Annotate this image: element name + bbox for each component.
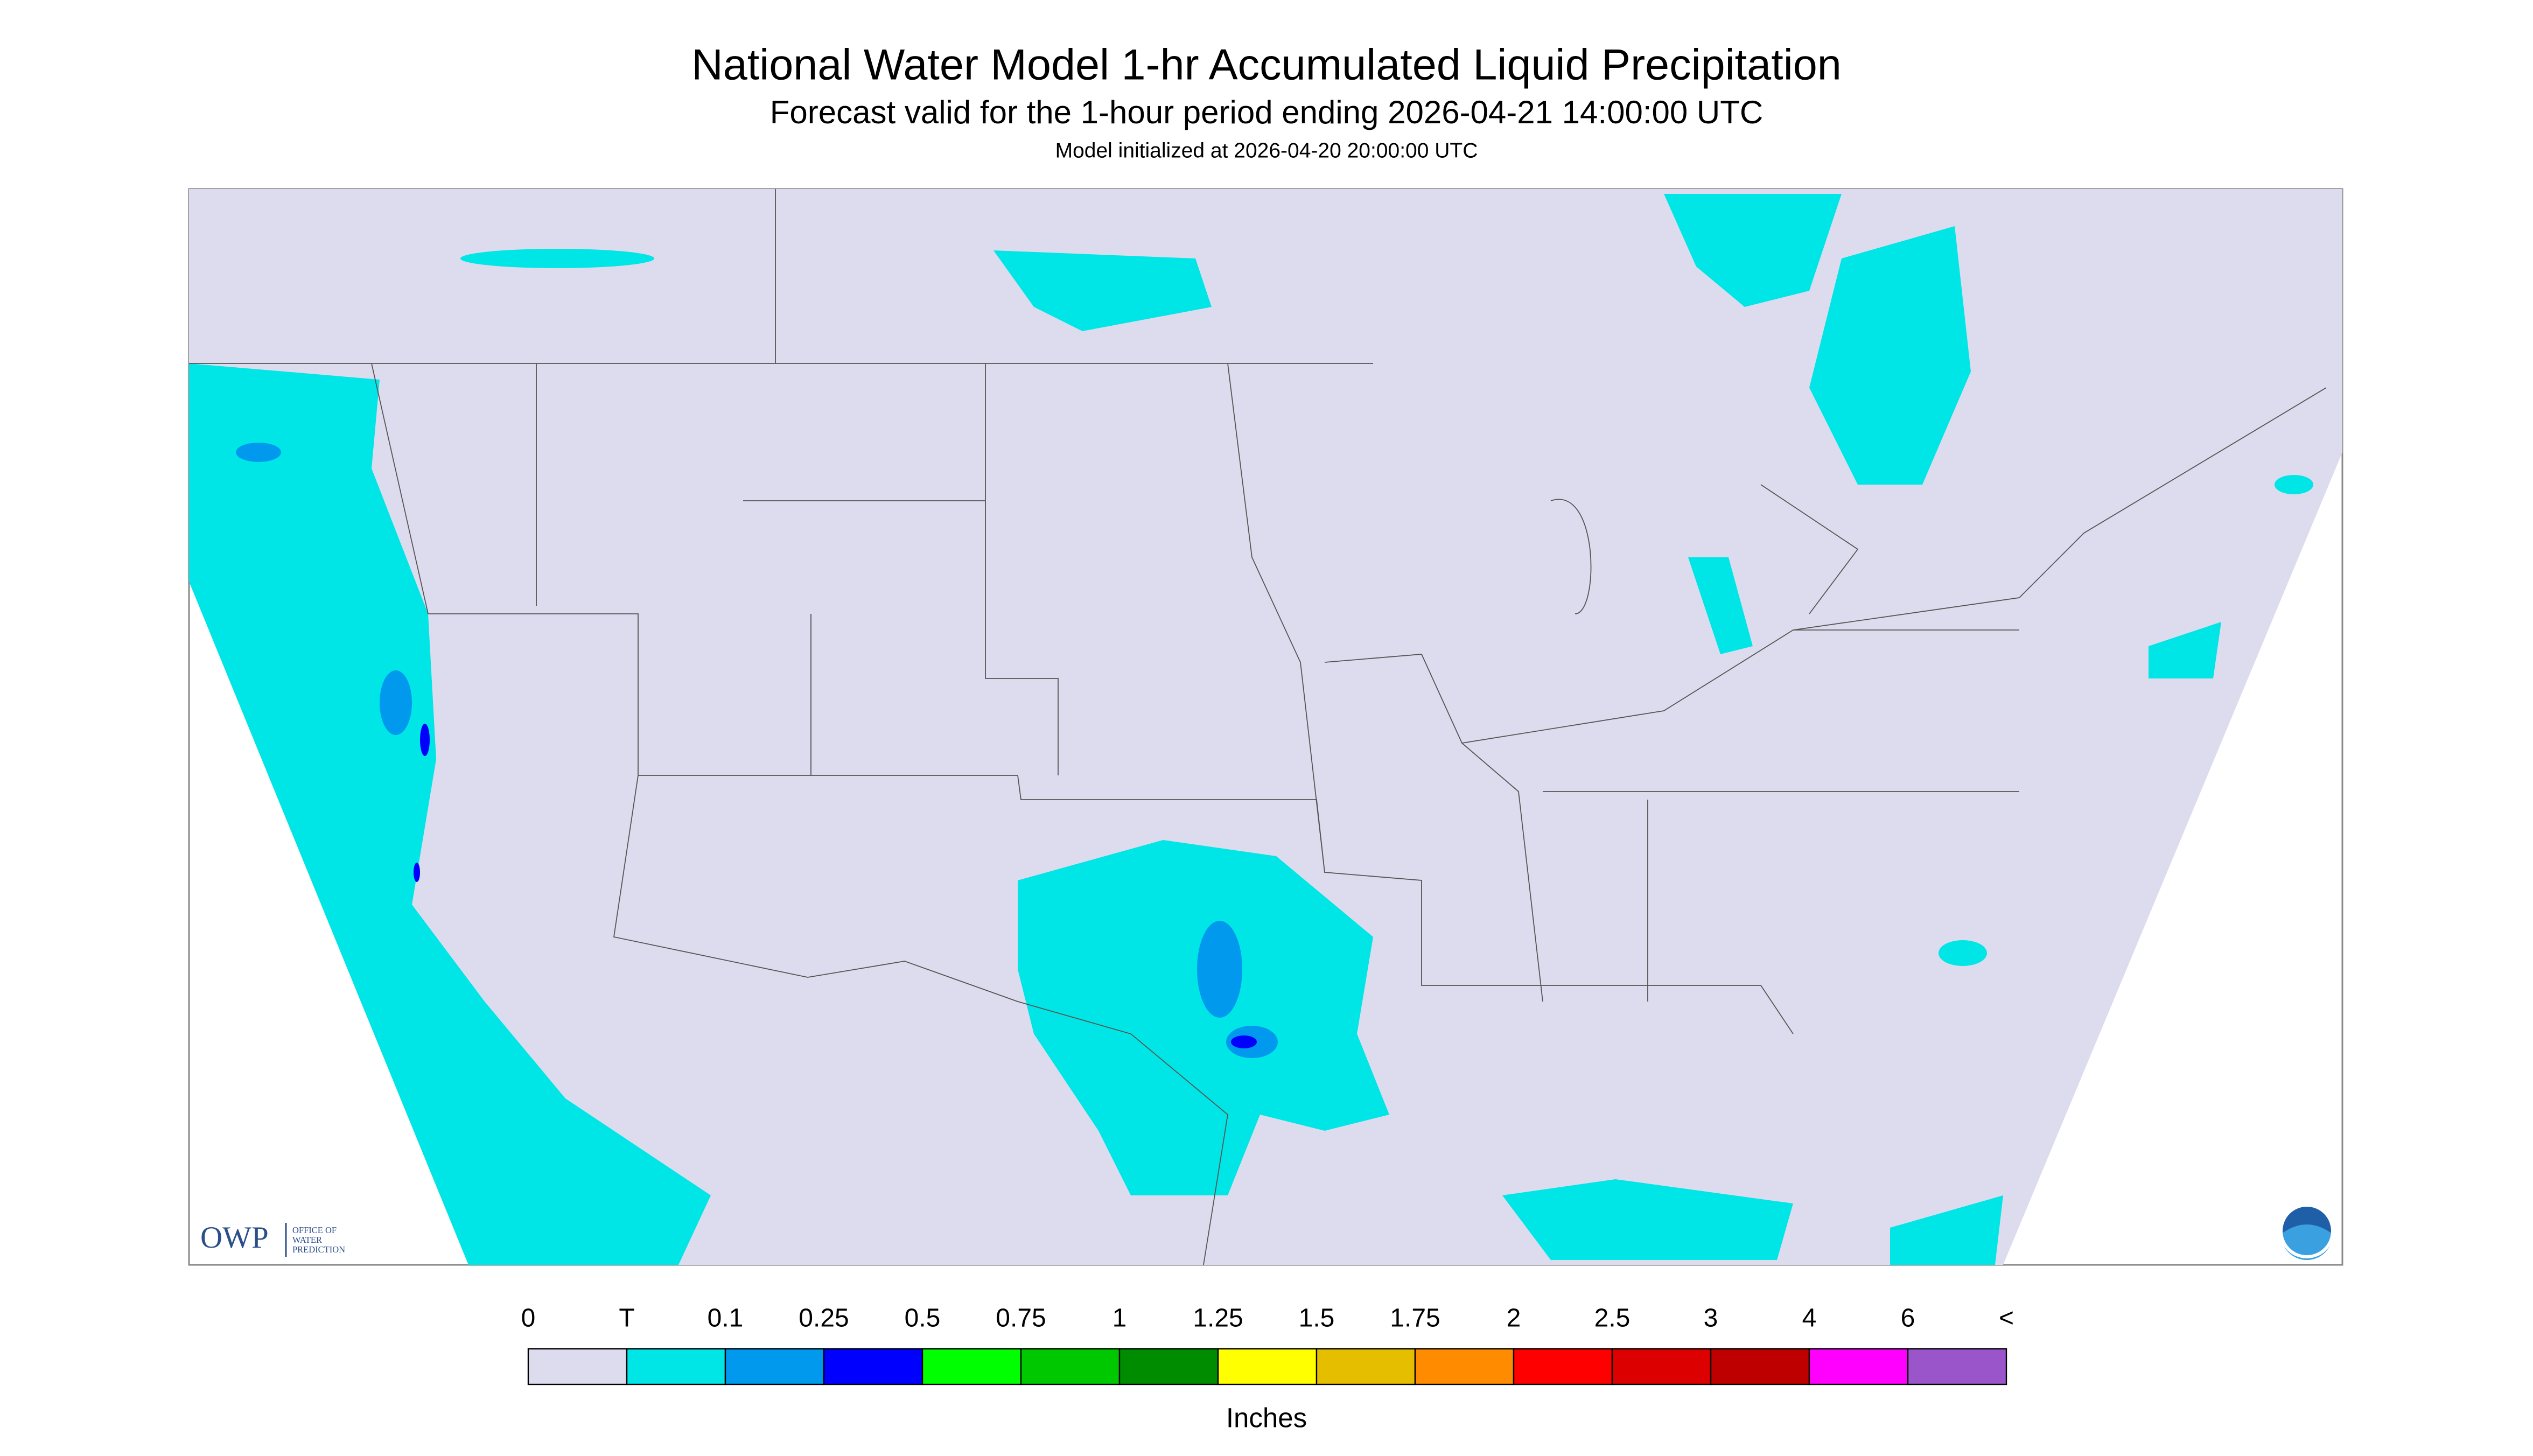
legend-swatch (1710, 1348, 1810, 1385)
legend: 0 T 0.1 0.25 0.5 0.75 1 1.25 1.5 1.75 2 2.5 3 4 6 < (521, 1304, 2014, 1385)
noaa-logo (2279, 1203, 2334, 1261)
legend-label: 3 (1704, 1304, 1718, 1333)
legend-swatch (1611, 1348, 1712, 1385)
legend-swatch (1020, 1348, 1121, 1385)
boundaries (189, 189, 2327, 1265)
legend-swatch (724, 1348, 825, 1385)
legend-label: 2.5 (1594, 1304, 1631, 1333)
legend-swatch (1118, 1348, 1219, 1385)
legend-label: 6 (1901, 1304, 1915, 1333)
logo-abbr: OWP (200, 1221, 269, 1255)
legend-swatch (921, 1348, 1022, 1385)
precip-areas (189, 194, 2313, 1265)
legend-label: 0.5 (905, 1304, 941, 1333)
logo-line: PREDICTION (292, 1244, 345, 1255)
legend-swatch (1907, 1348, 2007, 1385)
legend-label: 0.25 (799, 1304, 849, 1333)
logo-line: OFFICE OF (292, 1225, 337, 1235)
precip-heavy (414, 724, 1257, 1049)
legend-label: T (619, 1304, 634, 1333)
legend-swatch (823, 1348, 923, 1385)
legend-swatch (1217, 1348, 1318, 1385)
init-time: Model initialized at 2026-04-20 20:00:00… (1055, 139, 1478, 162)
legend-label: 2 (1507, 1304, 1521, 1333)
model-domain (189, 189, 2342, 1265)
legend-label: < (1999, 1304, 2014, 1333)
legend-label: 1 (1112, 1304, 1127, 1333)
map: OWP OFFICE OF WATER PREDICTION (188, 188, 2343, 1266)
legend-swatch (527, 1348, 628, 1385)
owp-logo: OWP OFFICE OF WATER PREDICTION (200, 1221, 345, 1257)
legend-swatch (1316, 1348, 1416, 1385)
legend-label: 4 (1802, 1304, 1817, 1333)
logo-line: WATER (292, 1235, 322, 1245)
legend-swatch (626, 1348, 726, 1385)
legend-label: 1.5 (1299, 1304, 1335, 1333)
legend-label: 0.1 (708, 1304, 744, 1333)
legend-swatch (1513, 1348, 1613, 1385)
legend-label: 1.25 (1193, 1304, 1243, 1333)
subtitle: Forecast valid for the 1-hour period end… (770, 94, 1763, 130)
legend-swatch (1414, 1348, 1515, 1385)
legend-label: 1.75 (1390, 1304, 1440, 1333)
legend-label: 0 (521, 1304, 536, 1333)
legend-unit: Inches (1226, 1402, 1307, 1433)
title: National Water Model 1-hr Accumulated Li… (691, 40, 1842, 89)
legend-swatch (1808, 1348, 1909, 1385)
legend-label: 0.75 (996, 1304, 1046, 1333)
